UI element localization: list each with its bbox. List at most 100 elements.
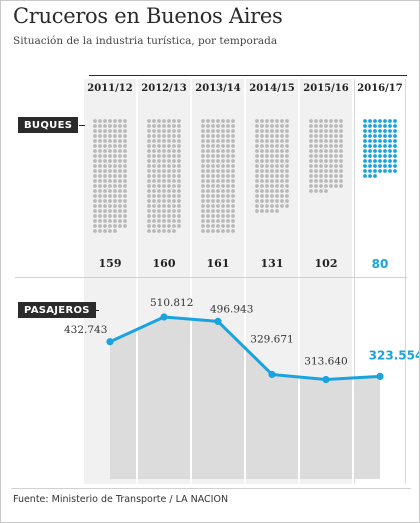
ship-dot xyxy=(103,189,107,193)
ship-dot xyxy=(157,219,161,223)
ship-dot xyxy=(172,154,176,158)
ship-dot xyxy=(123,214,127,218)
ship-dot xyxy=(368,159,372,163)
ship-dot xyxy=(334,129,338,133)
season-label: 2011/12 xyxy=(87,83,133,94)
ship-dot xyxy=(201,144,205,148)
ship-dot xyxy=(98,134,102,138)
ship-dot xyxy=(255,199,259,203)
ship-dot xyxy=(363,149,367,153)
ship-dot xyxy=(393,164,397,168)
ship-dot xyxy=(388,129,392,133)
ship-dot xyxy=(172,189,176,193)
ship-dot xyxy=(108,204,112,208)
ship-dot xyxy=(147,204,151,208)
ship-dot xyxy=(103,214,107,218)
season-label: 2016/17 xyxy=(357,83,403,94)
ship-dot xyxy=(201,134,205,138)
ship-dot xyxy=(201,159,205,163)
ship-dot xyxy=(324,144,328,148)
ship-dot xyxy=(206,189,210,193)
ship-dot xyxy=(275,169,279,173)
ship-dot xyxy=(157,154,161,158)
ship-dot xyxy=(270,144,274,148)
ship-dot xyxy=(172,134,176,138)
ship-dot xyxy=(206,209,210,213)
ship-dot xyxy=(393,139,397,143)
ship-dot xyxy=(152,159,156,163)
ship-dot xyxy=(260,189,264,193)
ship-dot xyxy=(265,189,269,193)
ship-dot xyxy=(309,139,313,143)
passengers-point xyxy=(268,370,276,379)
ship-dot xyxy=(108,144,112,148)
ship-dot xyxy=(172,124,176,128)
ship-dot xyxy=(339,164,343,168)
ship-dot xyxy=(93,159,97,163)
ship-dot xyxy=(255,159,259,163)
ship-dot xyxy=(98,179,102,183)
ship-dot xyxy=(221,194,225,198)
ship-dot xyxy=(108,194,112,198)
ship-dot xyxy=(216,159,220,163)
ship-dot xyxy=(167,209,171,213)
ship-dot xyxy=(152,209,156,213)
ship-dot xyxy=(152,134,156,138)
ship-dot xyxy=(123,149,127,153)
ship-dot xyxy=(152,124,156,128)
ship-dot xyxy=(98,204,102,208)
ship-dot xyxy=(108,129,112,133)
ship-dot xyxy=(211,189,215,193)
ship-dot xyxy=(285,129,289,133)
ship-dot xyxy=(231,194,235,198)
ship-dot xyxy=(378,169,382,173)
ship-dot xyxy=(216,134,220,138)
ship-dot xyxy=(373,169,377,173)
ship-dot xyxy=(339,124,343,128)
ship-dot xyxy=(363,169,367,173)
ship-dot xyxy=(339,139,343,143)
ship-dot xyxy=(167,134,171,138)
ship-dot xyxy=(103,149,107,153)
ship-dot xyxy=(260,129,264,133)
ship-dot xyxy=(123,194,127,198)
ship-dot xyxy=(280,124,284,128)
ship-dot xyxy=(108,139,112,143)
ship-dot xyxy=(201,179,205,183)
ship-dot xyxy=(231,174,235,178)
ship-dot xyxy=(147,119,151,123)
ship-dot xyxy=(231,159,235,163)
ship-dot xyxy=(108,214,112,218)
ship-dot xyxy=(260,174,264,178)
ship-dot xyxy=(285,154,289,158)
ship-dot xyxy=(270,199,274,203)
ship-dot xyxy=(162,214,166,218)
ship-dot xyxy=(383,159,387,163)
ship-dot xyxy=(157,224,161,228)
ship-dot xyxy=(211,119,215,123)
ship-dot xyxy=(93,199,97,203)
ship-dot xyxy=(157,194,161,198)
ship-dot xyxy=(285,169,289,173)
ship-dot xyxy=(265,149,269,153)
ship-dot xyxy=(221,144,225,148)
ship-dot xyxy=(211,159,215,163)
ship-dot xyxy=(206,164,210,168)
ship-dot xyxy=(280,179,284,183)
ship-dot xyxy=(339,119,343,123)
ship-dot xyxy=(167,219,171,223)
ship-dot xyxy=(339,179,343,183)
ship-dot xyxy=(206,184,210,188)
ship-dot xyxy=(98,154,102,158)
ship-dot xyxy=(329,139,333,143)
ship-dot xyxy=(270,204,274,208)
ship-dot xyxy=(329,159,333,163)
ship-dot xyxy=(363,139,367,143)
ship-dot xyxy=(226,209,230,213)
ship-dot xyxy=(383,139,387,143)
ship-dot xyxy=(226,199,230,203)
ship-dot xyxy=(113,204,117,208)
ship-dot xyxy=(393,134,397,138)
ship-dot xyxy=(334,169,338,173)
ship-dot xyxy=(118,169,122,173)
